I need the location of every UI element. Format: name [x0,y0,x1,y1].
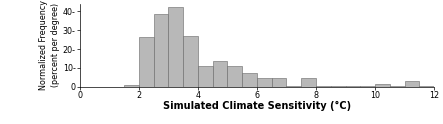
Bar [390,86,404,87]
Bar [213,61,227,87]
Bar [331,86,346,87]
X-axis label: Simulated Climate Sensitivity (°C): Simulated Climate Sensitivity (°C) [163,101,351,111]
Bar [375,84,390,87]
Bar [242,73,257,87]
Bar [272,78,287,87]
Bar [257,78,272,87]
Bar [168,7,183,87]
Bar [198,66,213,87]
Bar [420,86,434,87]
Bar [404,81,420,87]
Bar [316,86,331,87]
Bar [183,36,198,87]
Bar [124,85,139,87]
Bar [139,37,154,87]
Y-axis label: Normalized Frequency
(percent per degree): Normalized Frequency (percent per degree… [39,0,60,90]
Bar [154,14,168,87]
Bar [227,66,242,87]
Bar [287,86,301,87]
Bar [360,86,375,87]
Bar [346,86,360,87]
Bar [301,78,316,87]
